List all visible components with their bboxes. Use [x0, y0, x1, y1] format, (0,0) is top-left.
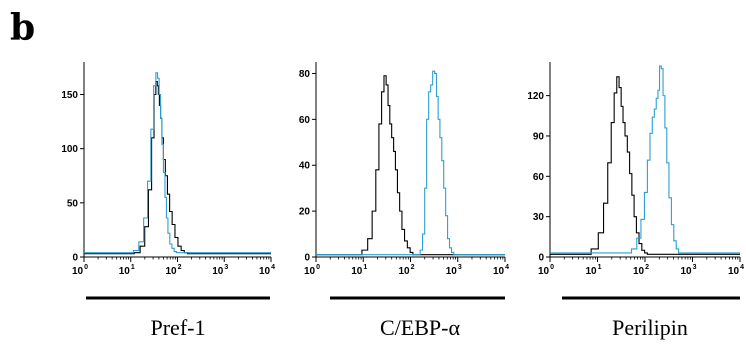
y-tick-label: 120: [527, 91, 544, 102]
x-tick-label: 102: [165, 264, 181, 277]
x-tick-label: 103: [446, 264, 462, 277]
series-line-treated: [550, 65, 740, 254]
y-tick-label: 50: [67, 198, 79, 209]
y-tick-label: 20: [299, 207, 311, 218]
series-line-control: [550, 76, 740, 255]
y-tick-label: 60: [299, 115, 311, 126]
panel-caption: Perilipin: [612, 315, 688, 340]
panel-letter: b: [10, 7, 35, 49]
y-tick-label: 40: [299, 161, 311, 172]
cebpa-histogram: 0 20 40 60 80 100 101 102 103 104 C/EBP-α: [299, 62, 509, 340]
y-tick-label: 0: [72, 253, 78, 264]
x-tick-label: 101: [585, 264, 601, 277]
y-tick-label: 0: [304, 253, 310, 264]
series-line-control: [316, 75, 505, 256]
pref1-histogram: 0 50 100 150 100 101 102 103 104 Pref-1: [61, 62, 275, 340]
series-line-control: [84, 80, 271, 255]
series-line-treated: [84, 72, 271, 254]
series-line-treated: [316, 70, 505, 256]
x-tick-label: 104: [728, 264, 744, 277]
y-tick-label: 100: [61, 144, 78, 155]
x-tick-label: 104: [259, 264, 275, 277]
panel-caption: C/EBP-α: [380, 315, 460, 340]
x-tick-label: 100: [72, 264, 88, 277]
x-tick-label: 102: [633, 264, 649, 277]
y-tick-label: 60: [533, 172, 545, 183]
y-tick-label: 150: [61, 90, 78, 101]
x-tick-label: 102: [398, 264, 414, 277]
y-tick-label: 30: [533, 212, 545, 223]
x-tick-label: 100: [304, 264, 320, 277]
x-tick-label: 101: [119, 264, 135, 277]
y-tick-label: 80: [299, 69, 311, 80]
y-tick-label: 0: [538, 253, 544, 264]
perilipin-histogram: 0 30 60 90 120 100 101 102 103 104 Perilipin: [527, 62, 744, 340]
x-tick-label: 101: [351, 264, 367, 277]
x-tick-label: 104: [493, 264, 509, 277]
x-tick-label: 100: [538, 264, 554, 277]
panel-caption: Pref-1: [151, 315, 206, 340]
x-tick-label: 103: [680, 264, 696, 277]
x-tick-label: 103: [212, 264, 228, 277]
histogram-panels: 0 50 100 150 100 101 102 103 104 Pref-1 0 20 40 60 80 1…: [61, 62, 744, 340]
y-tick-label: 90: [533, 131, 545, 142]
